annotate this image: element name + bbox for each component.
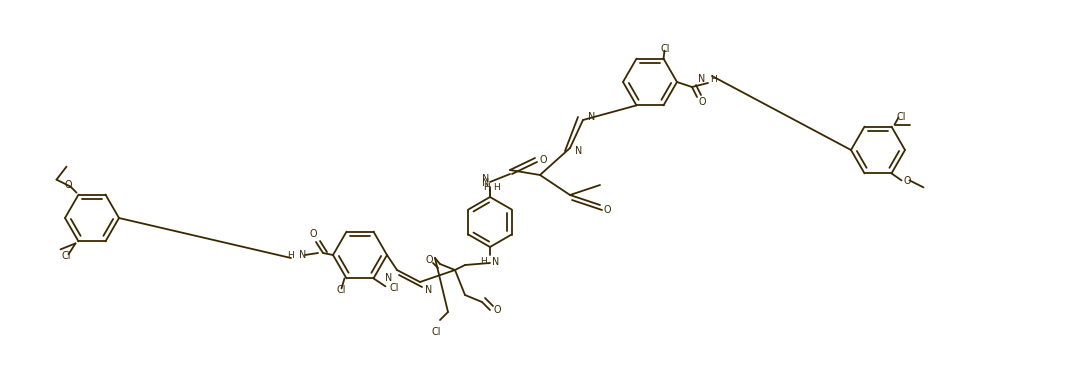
Text: O: O (310, 229, 317, 239)
Text: O: O (425, 255, 433, 265)
Text: N: N (575, 146, 583, 156)
Text: H: H (480, 258, 487, 267)
Text: N: N (481, 174, 489, 184)
Text: Cl: Cl (432, 327, 440, 337)
Text: H: H (483, 182, 490, 191)
Text: H: H (710, 74, 716, 83)
Text: N: N (299, 250, 306, 260)
Text: Cl: Cl (660, 44, 670, 54)
Text: O: O (540, 155, 547, 165)
Text: O: O (903, 176, 911, 186)
Text: Cl: Cl (62, 252, 71, 261)
Text: N: N (588, 112, 596, 122)
Text: N: N (698, 74, 705, 84)
Text: Cl: Cl (897, 112, 906, 121)
Text: H: H (287, 250, 293, 259)
Text: N: N (385, 273, 392, 283)
Text: O: O (493, 305, 501, 315)
Text: N: N (481, 178, 489, 188)
Text: O: O (698, 97, 706, 107)
Text: N: N (425, 285, 433, 295)
Text: Cl: Cl (390, 284, 399, 293)
Text: H: H (493, 182, 500, 191)
Text: O: O (65, 180, 72, 190)
Text: N: N (492, 257, 500, 267)
Text: Cl: Cl (337, 285, 346, 296)
Text: O: O (603, 205, 611, 215)
